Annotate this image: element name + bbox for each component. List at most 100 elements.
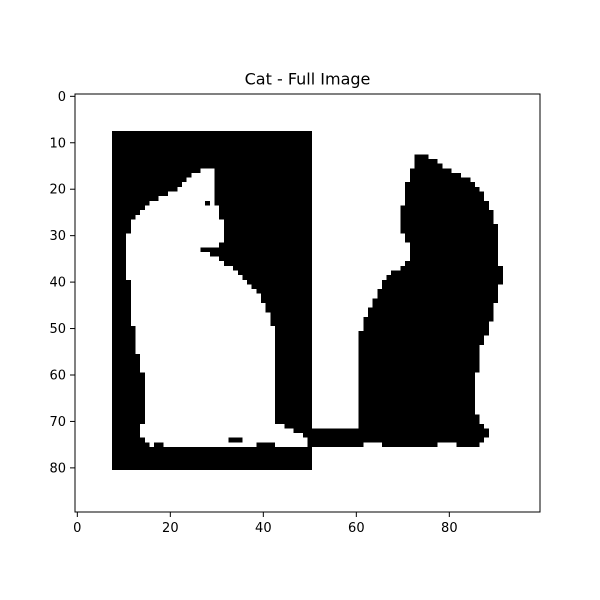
white-cat-row: [144, 372, 275, 378]
left-detail-cell: [154, 442, 164, 447]
black-cat-row: [405, 233, 499, 238]
black-cat-row: [358, 335, 485, 341]
white-cat-row: [130, 321, 271, 327]
black-cat-row: [400, 224, 499, 229]
white-cat-row: [144, 405, 275, 410]
bridge-row: [312, 428, 364, 434]
black-cat-row: [409, 172, 461, 178]
black-cat-row: [405, 200, 489, 206]
white-cat-row: [130, 312, 271, 317]
white-cat-row: [126, 256, 220, 262]
white-cat-row: [149, 200, 215, 206]
white-cat-row: [130, 307, 266, 313]
black-cat-row: [358, 428, 489, 434]
chart-title: Cat - Full Image: [245, 70, 371, 89]
black-cat-row: [409, 242, 499, 248]
black-cat-row: [414, 154, 429, 160]
right-cut-cell: [437, 442, 457, 447]
white-cat-row: [140, 423, 285, 429]
white-cat-row: [126, 237, 224, 243]
y-tick-label: 40: [49, 276, 66, 291]
black-cat-row: [372, 303, 494, 308]
bridge-row: [312, 442, 364, 447]
white-cat-row: [130, 316, 271, 322]
white-cat-row: [144, 400, 275, 406]
y-tick-label: 30: [49, 229, 66, 244]
white-cat-row: [140, 368, 275, 373]
black-cat-row: [358, 363, 480, 369]
x-tick-label: 40: [255, 521, 272, 536]
black-cat-row: [358, 419, 480, 424]
white-cat-row: [181, 182, 215, 187]
black-cat-row: [400, 214, 494, 220]
white-cat-row: [130, 224, 224, 229]
black-cat-row: [409, 247, 499, 252]
x-tick-label: 20: [162, 521, 179, 536]
white-cat-row: [144, 437, 308, 443]
black-cat-row: [405, 191, 485, 197]
black-cat-row: [381, 284, 499, 290]
white-cat-row: [144, 395, 275, 401]
black-cat-row: [358, 354, 480, 359]
black-cat-row: [414, 163, 443, 169]
white-cat-row: [144, 419, 275, 424]
y-tick-label: 60: [49, 368, 66, 383]
black-cat-row: [358, 344, 480, 350]
black-cat-row: [363, 326, 489, 331]
black-cat-row: [409, 168, 452, 173]
white-cat-row: [177, 186, 215, 192]
black-cat-row: [358, 358, 480, 364]
black-cat-row: [405, 261, 499, 266]
white-cat-row: [130, 298, 261, 303]
white-cat-row: [144, 381, 275, 387]
y-tick-label: 50: [49, 322, 66, 337]
black-cat-row: [358, 437, 485, 443]
white-cat-row: [130, 279, 248, 285]
white-cat-row: [144, 409, 275, 415]
left-detail-cell: [256, 442, 275, 447]
white-cat-row: [135, 340, 275, 345]
black-cat-row: [363, 316, 494, 322]
left-detail-cell: [228, 437, 243, 443]
white-cat-row: [135, 335, 275, 341]
white-cat-row: [130, 303, 266, 308]
x-tick-label: 80: [441, 521, 458, 536]
white-cat-row: [140, 210, 220, 215]
white-cat-row: [135, 330, 275, 336]
white-cat-row: [130, 219, 224, 225]
axes-frame: [74, 93, 541, 513]
white-cat-eye: [205, 200, 210, 206]
white-cat-row: [200, 168, 215, 173]
black-cat-row: [358, 349, 480, 355]
black-cat-row: [409, 251, 499, 257]
white-cat-row: [126, 233, 224, 238]
white-cat-row: [126, 270, 238, 276]
white-cat-row: [135, 326, 275, 331]
y-tick-label: 80: [49, 461, 66, 476]
white-cat-row: [135, 349, 275, 355]
x-axis: 0 20 40 60 80: [73, 512, 458, 536]
black-cat-row: [358, 368, 480, 373]
black-cat-row: [358, 405, 475, 410]
black-cat-row: [358, 386, 475, 392]
black-cat-row: [386, 275, 503, 280]
black-cat-row: [358, 409, 475, 415]
white-cat-row: [126, 247, 201, 252]
black-cat-row: [381, 279, 503, 285]
x-tick-label: 0: [73, 521, 81, 536]
white-cat-row: [126, 242, 220, 248]
white-cat-row: [140, 433, 303, 438]
x-tick-label: 60: [348, 521, 365, 536]
white-cat-row: [140, 358, 275, 364]
white-cat-row: [126, 261, 224, 266]
black-cat-row: [414, 159, 438, 164]
white-cat-row: [140, 363, 275, 369]
white-cat-row: [144, 205, 220, 211]
black-cat-row: [367, 312, 494, 317]
black-cat-row: [358, 381, 475, 387]
black-cat-row: [358, 340, 485, 345]
black-cat-row: [358, 400, 475, 406]
white-cat-row: [144, 414, 275, 420]
white-cat-row: [135, 344, 275, 350]
